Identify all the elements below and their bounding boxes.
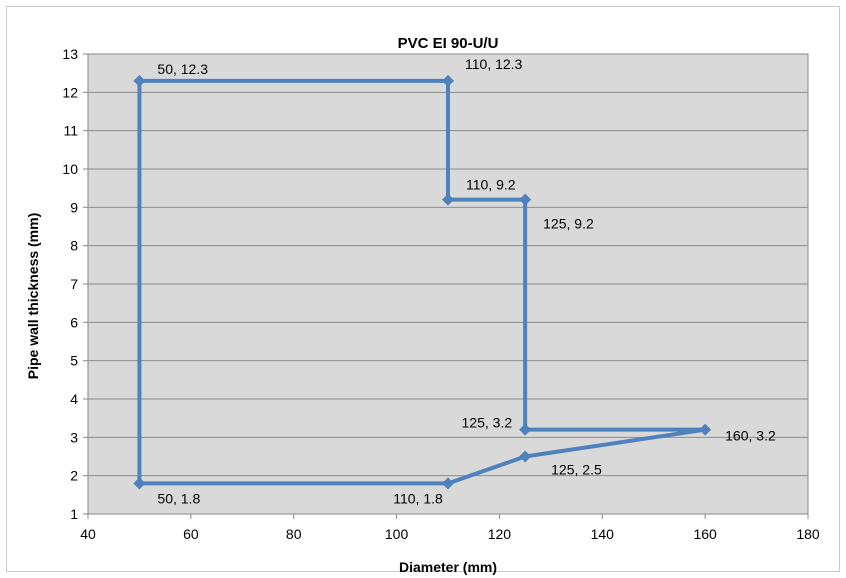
data-point-marker	[133, 477, 146, 490]
y-axis-title: Pipe wall thickness (mm)	[25, 213, 41, 380]
data-label: 110, 12.3	[465, 56, 523, 72]
x-tick-label: 160	[693, 526, 717, 542]
x-tick-label: 100	[385, 526, 409, 542]
data-label: 160, 3.2	[725, 428, 776, 444]
x-axis-title: Diameter (mm)	[399, 559, 497, 575]
y-tick-label: 8	[70, 238, 78, 254]
data-label: 50, 12.3	[157, 61, 208, 77]
data-point-marker	[519, 423, 532, 436]
y-tick-label: 11	[63, 123, 78, 139]
x-tick-label: 40	[80, 526, 96, 542]
x-tick-label: 80	[286, 526, 302, 542]
series-line	[137, 78, 708, 486]
x-tick-label: 120	[488, 526, 512, 542]
y-tick-label: 9	[70, 199, 78, 215]
y-tick-label: 3	[70, 429, 78, 445]
data-point-marker	[442, 193, 454, 206]
chart-title: PVC EI 90-U/U	[398, 35, 499, 52]
y-tick-label: 13	[62, 46, 78, 62]
data-point-marker	[519, 450, 532, 463]
data-label: 125, 2.5	[551, 462, 602, 478]
data-label: 110, 9.2	[466, 177, 516, 193]
y-tick-label: 10	[62, 161, 78, 177]
y-tick-label: 1	[70, 506, 78, 522]
series-layer	[133, 74, 712, 490]
y-tick-label: 2	[70, 468, 78, 484]
data-point-marker	[519, 193, 532, 206]
x-tick-label: 140	[591, 526, 615, 542]
data-label: 110, 1.8	[393, 490, 443, 506]
data-labels: 50, 1.8 50, 12.3 110, 12.3 110, 9.2 125, 9.2…	[157, 56, 776, 507]
data-label: 125, 9.2	[543, 216, 594, 232]
y-tick-label: 4	[70, 391, 78, 407]
data-point-marker	[699, 423, 712, 436]
data-point-marker	[442, 477, 454, 490]
y-tick-label: 7	[70, 276, 78, 292]
data-label: 50, 1.8	[157, 490, 200, 506]
x-tick-label: 60	[183, 526, 199, 542]
y-tick-label: 5	[70, 353, 78, 369]
data-label: 125, 3.2	[462, 415, 513, 431]
data-point-marker	[442, 74, 454, 87]
x-tick-label: 180	[796, 526, 820, 542]
y-tick-label: 12	[62, 84, 78, 100]
data-point-marker	[133, 74, 146, 87]
y-tick-label: 6	[70, 314, 78, 330]
